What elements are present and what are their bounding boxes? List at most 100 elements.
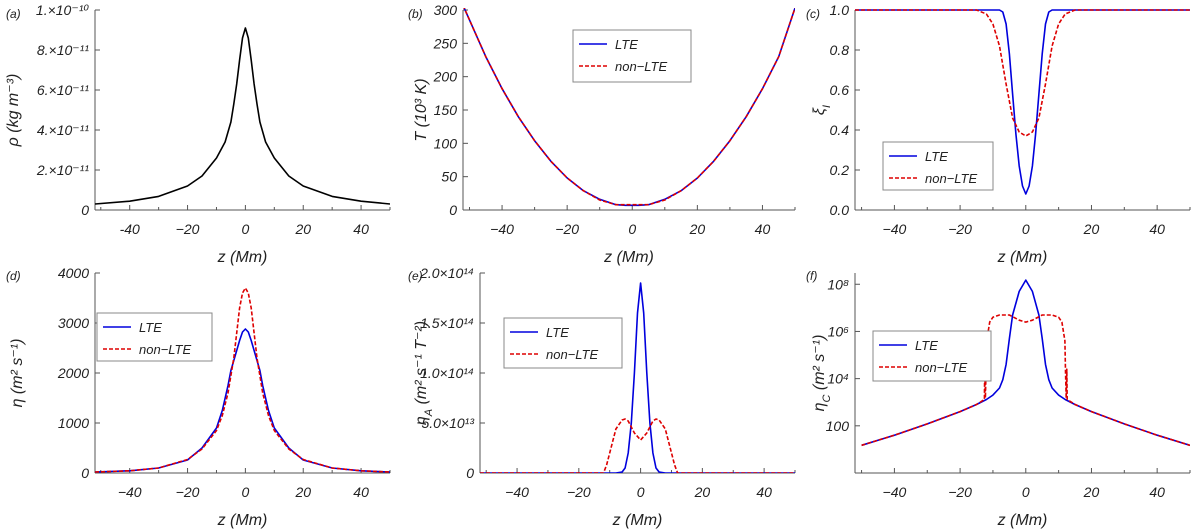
x-tick-label: 0: [241, 484, 249, 500]
x-tick-label: 0: [241, 221, 249, 237]
panel-a: (a) -40 −20 0 20 40 0 2.×10⁻¹¹ 4.×10⁻¹¹ 6.×10⁻¹¹ 8…: [5, 2, 391, 266]
x-axis-label: z (Mm): [217, 512, 268, 529]
panel-label: (d): [6, 269, 21, 283]
x-tick-label: 20: [689, 221, 706, 237]
x-axis-label: z (Mm): [603, 249, 654, 266]
y-tick-label: 3000: [58, 315, 89, 331]
legend: LTE non−LTE: [872, 330, 992, 382]
y-axis-label: T (10³ K): [413, 78, 430, 141]
y-tick-label: 4000: [58, 265, 89, 281]
y-tick-label: 0.2: [830, 162, 850, 178]
legend-entry-label: LTE: [915, 338, 938, 353]
x-tick-label: −40: [490, 221, 514, 237]
x-axis-label: z (Mm): [217, 249, 268, 266]
x-tick-label: 0: [1022, 484, 1030, 500]
y-tick-label: 0.0: [830, 202, 850, 218]
legend-box: [872, 330, 992, 382]
panel-c: (c) −40 −20 0 20 40 0.0 0.2 0.4 0.6 0.8 1.0 z (Mm) ξI…: [806, 2, 1191, 266]
series-line-non-lte: [855, 9, 1190, 137]
panel-f: (f) −40 −20 0 20 40 100 10⁴ 10⁶ 10⁸ z (Mm) ηC (m² s…: [806, 269, 1191, 529]
x-tick-label: 0: [1022, 221, 1030, 237]
y-tick-label: 1.5×10¹⁴: [420, 315, 474, 331]
legend: LTE non−LTE: [882, 141, 994, 191]
legend: LTE non−LTE: [572, 29, 692, 83]
legend-entry-label: non−LTE: [915, 360, 967, 375]
y-tick-label: 250: [433, 35, 458, 51]
legend-entry-label: non−LTE: [925, 171, 977, 186]
x-tick-label: 20: [1083, 484, 1100, 500]
legend-entry-label: non−LTE: [546, 347, 598, 362]
y-tick-label: 0: [466, 465, 474, 481]
legend-entry-label: LTE: [546, 325, 569, 340]
x-axis-label: z (Mm): [612, 512, 663, 529]
x-tick-label: 0: [628, 221, 636, 237]
series-line-lte: [95, 328, 390, 473]
y-tick-label: 10⁶: [828, 323, 850, 339]
legend-entry-label: LTE: [139, 320, 162, 335]
y-axis-label: ηA (m² s⁻¹ T⁻²): [413, 321, 435, 425]
panel-b: (b) −40 −20 0 20 40 0 50 100 150 200 250 300 z (Mm) T …: [408, 2, 796, 266]
y-tick-label: 0.8: [830, 42, 850, 58]
x-tick-label: −20: [567, 484, 591, 500]
y-tick-label: 1.0×10¹⁴: [420, 365, 474, 381]
y-axis-label: ρ (kg m⁻³): [5, 74, 22, 148]
series-line-density: [95, 27, 390, 205]
series-line-non-lte: [95, 287, 390, 473]
y-tick-label: 5.0×10¹³: [421, 415, 474, 431]
series-line-lte: [480, 282, 795, 473]
y-tick-label: 0: [449, 202, 457, 218]
y-tick-label: 8.×10⁻¹¹: [37, 42, 89, 58]
panel-label: (e): [408, 269, 423, 283]
y-tick-label: 0: [81, 202, 89, 218]
series-line-lte: [855, 9, 1190, 195]
legend: LTE non−LTE: [96, 312, 213, 362]
x-tick-label: −40: [883, 484, 907, 500]
y-tick-label: 2.0×10¹⁴: [419, 265, 474, 281]
x-tick-label: −40: [883, 221, 907, 237]
x-tick-label: 40: [756, 484, 772, 500]
x-tick-label: −40: [505, 484, 529, 500]
legend-box: [96, 312, 213, 362]
y-tick-label: 0.6: [830, 82, 850, 98]
panel-d: (d) −40 −20 0 20 40 0 1000 2000 3000 4000 z (Mm) η (…: [6, 265, 391, 529]
x-tick-label: −20: [948, 221, 972, 237]
legend-box: [572, 29, 692, 83]
series-line-non-lte: [861, 314, 1190, 447]
panel-label: (b): [408, 7, 423, 21]
x-tick-label: 40: [755, 221, 771, 237]
y-tick-label: 1.×10⁻¹⁰: [36, 2, 89, 18]
legend-entry-label: LTE: [615, 37, 638, 52]
series-line-lte: [463, 8, 795, 207]
panel-label: (a): [6, 7, 21, 21]
panel-label: (f): [806, 269, 817, 283]
y-tick-label: 150: [434, 102, 458, 118]
legend-entry-label: LTE: [925, 149, 948, 164]
y-tick-label: 1.0: [830, 2, 850, 18]
y-tick-label: 200: [433, 69, 458, 85]
y-tick-label: 100: [826, 418, 850, 434]
y-tick-label: 4.×10⁻¹¹: [37, 122, 89, 138]
x-tick-label: 0: [637, 484, 645, 500]
x-axis-label: z (Mm): [997, 512, 1048, 529]
x-tick-label: −40: [118, 484, 142, 500]
y-tick-label: 0: [81, 465, 89, 481]
x-tick-label: 20: [694, 484, 711, 500]
x-tick-label: 40: [353, 221, 369, 237]
x-tick-label: 20: [294, 484, 311, 500]
y-axis-label: ξI: [811, 105, 833, 115]
y-tick-label: 100: [434, 135, 458, 151]
x-tick-label: −20: [176, 484, 200, 500]
y-tick-label: 50: [441, 169, 457, 185]
y-tick-label: 10⁴: [827, 371, 849, 387]
x-tick-label: −20: [176, 221, 200, 237]
legend-entry-label: non−LTE: [139, 342, 191, 357]
x-tick-label: −20: [948, 484, 972, 500]
y-tick-label: 2000: [57, 365, 89, 381]
x-tick-label: 40: [1149, 221, 1165, 237]
panel-e: (e) −40 −20 0 20 40 0 5.0×10¹³ 1.0×10¹⁴ 1.5×10¹⁴ 2…: [408, 265, 796, 529]
series-line-non-lte: [480, 418, 795, 473]
x-axis-label: z (Mm): [997, 249, 1048, 266]
y-tick-label: 2.×10⁻¹¹: [36, 162, 89, 178]
y-tick-label: 0.4: [830, 122, 850, 138]
